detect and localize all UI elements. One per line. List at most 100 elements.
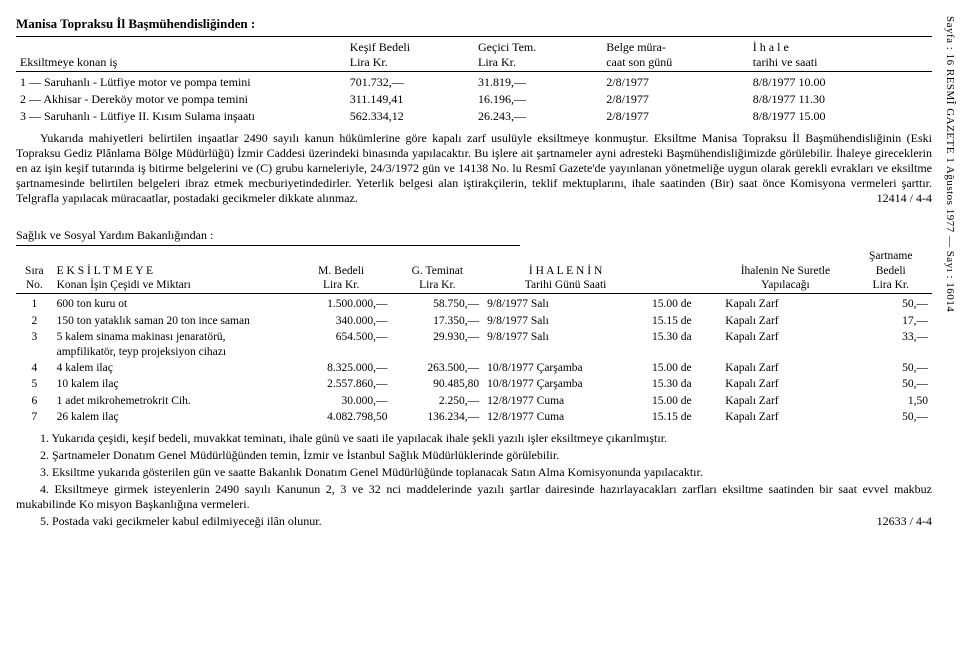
cell: 50,— [850,376,932,392]
cell: 8.325.000,— [291,360,392,376]
cell: 1.500.000,— [291,296,392,312]
table-row: 1600 ton kuru ot1.500.000,—58.750,—9/8/1… [16,296,932,312]
rule [16,245,520,246]
th-ihale: İ h a l e tarihi ve saati [749,39,932,72]
cell: 2 [16,313,53,329]
cell: Kapalı Zarf [721,409,849,425]
cell: 8/8/1977 10.00 [749,74,932,91]
cell: 2/8/1977 [602,91,749,108]
cell: 26.243,— [474,108,602,125]
table-row: 3 — Saruhanlı - Lütfiye II. Kısım Sulama… [16,108,932,125]
cell: 15.00 de [648,393,721,409]
cell: 2/8/1977 [602,108,749,125]
th-ihale: İ H A L E N İ N Tarihi Günü Saati [483,248,648,294]
cell: 15.30 da [648,329,721,360]
cell: 50,— [850,296,932,312]
th-kesif: Keşif Bedeli Lira Kr. [346,39,474,72]
cell: 6 [16,393,53,409]
cell: 17,— [850,313,932,329]
th-cesit: E K S İ L T M E Y E Konan İşin Çeşidi ve… [53,248,291,294]
cell: Kapalı Zarf [721,296,849,312]
note-3: 3. Eksiltme yukarıda gösterilen gün ve s… [16,465,932,480]
table-row: 61 adet mikrohemetrokrit Cih.30.000,—2.2… [16,393,932,409]
cell: Kapalı Zarf [721,313,849,329]
cell: 4.082.798,50 [291,409,392,425]
th-bedel: M. Bedeli Lira Kr. [291,248,392,294]
cell: 150 ton yataklık saman 20 ton ince saman [53,313,291,329]
cell: 58.750,— [392,296,484,312]
cell: 90.485,80 [392,376,484,392]
paragraph: Yukarıda mahiyetleri belirtilen inşaatla… [16,131,932,206]
cell: 16.196,— [474,91,602,108]
notes: 1. Yukarıda çeşidi, keşif bedeli, muvakk… [16,431,932,529]
cell: 1 adet mikrohemetrokrit Cih. [53,393,291,409]
cell: Kapalı Zarf [721,329,849,360]
cell: 29.930,— [392,329,484,360]
note-5-text: 5. Postada vaki gecikmeler kabul edilmiy… [40,514,322,528]
cell: 562.334,12 [346,108,474,125]
cell: 15.30 da [648,376,721,392]
note-5: 5. Postada vaki gecikmeler kabul edilmiy… [16,514,932,529]
th-job: Eksiltmeye konan iş [16,39,346,72]
cell: 9/8/1977 Salı [483,296,648,312]
cell: 4 kalem ilaç [53,360,291,376]
cell: Kapalı Zarf [721,360,849,376]
cell: 9/8/1977 Salı [483,313,648,329]
cell: 7 [16,409,53,425]
sub-heading: Sağlık ve Sosyal Yardım Bakanlığından : [16,228,932,243]
table-row: 726 kalem ilaç4.082.798,50136.234,—12/8/… [16,409,932,425]
note-2: 2. Şartnameler Donatım Genel Müdürlüğünd… [16,448,932,463]
table-row: 44 kalem ilaç8.325.000,—263.500,—10/8/19… [16,360,932,376]
ref-number: 12414 / 4-4 [853,191,932,206]
cell: 15.15 de [648,409,721,425]
cell: 8/8/1977 11.30 [749,91,932,108]
cell: 1,50 [850,393,932,409]
cell: 31.819,— [474,74,602,91]
cell: 10/8/1977 Çarşamba [483,360,648,376]
th-teminat: Geçici Tem. Lira Kr. [474,39,602,72]
cell: Kapalı Zarf [721,376,849,392]
table-row: 35 kalem sinama makinası jenaratörü, amp… [16,329,932,360]
th-tem: G. Teminat Lira Kr. [392,248,484,294]
cell: 26 kalem ilaç [53,409,291,425]
top-table: Eksiltmeye konan iş Keşif Bedeli Lira Kr… [16,39,932,125]
cell: 600 ton kuru ot [53,296,291,312]
cell: 3 [16,329,53,360]
para-text: Yukarıda mahiyetleri belirtilen inşaatla… [16,131,932,205]
cell: 654.500,— [291,329,392,360]
note-4: 4. Eksiltmeye girmek isteyenlerin 2490 s… [16,482,932,512]
cell: 12/8/1977 Cuma [483,409,648,425]
cell: 1 — Saruhanlı - Lütfiye motor ve pompa t… [16,74,346,91]
page-title: Manisa Topraksu İl Başmühendisliğinden : [16,16,932,32]
cell: 9/8/1977 Salı [483,329,648,360]
cell: 10/8/1977 Çarşamba [483,376,648,392]
cell: 30.000,— [291,393,392,409]
bottom-table: Sıra No. E K S İ L T M E Y E Konan İşin … [16,248,932,425]
cell: 136.234,— [392,409,484,425]
cell: 12/8/1977 Cuma [483,393,648,409]
th-belge: Belge müra- caat son günü [602,39,749,72]
cell: 50,— [850,409,932,425]
cell: 2 — Akhisar - Dereköy motor ve pompa tem… [16,91,346,108]
th-sira: Sıra No. [16,248,53,294]
cell: 2.250,— [392,393,484,409]
note-1: 1. Yukarıda çeşidi, keşif bedeli, muvakk… [16,431,932,446]
table-row: 510 kalem ilaç2.557.860,—90.485,8010/8/1… [16,376,932,392]
cell: 17.350,— [392,313,484,329]
cell: 2/8/1977 [602,74,749,91]
cell: 3 — Saruhanlı - Lütfiye II. Kısım Sulama… [16,108,346,125]
cell: 701.732,— [346,74,474,91]
cell: 8/8/1977 15.00 [749,108,932,125]
page-margin-text: Sayfa : 16 RESMÎ GAZETE 1 Ağustos 1977 —… [942,16,956,636]
cell: Kapalı Zarf [721,393,849,409]
cell: 15.15 de [648,313,721,329]
cell: 4 [16,360,53,376]
cell: 50,— [850,360,932,376]
cell: 263.500,— [392,360,484,376]
table-row: 2 — Akhisar - Dereköy motor ve pompa tem… [16,91,932,108]
cell: 340.000,— [291,313,392,329]
th-sart: Şartname Bedeli Lira Kr. [850,248,932,294]
cell: 1 [16,296,53,312]
cell: 311.149,41 [346,91,474,108]
cell: 5 kalem sinama makinası jenaratörü, ampf… [53,329,291,360]
